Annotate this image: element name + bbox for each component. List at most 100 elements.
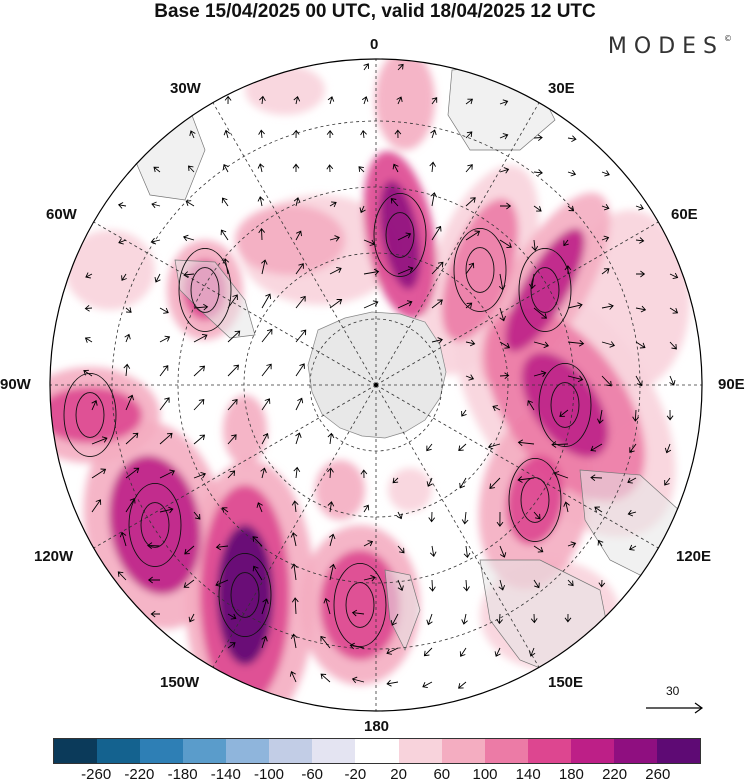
colorbar-tick-label: -20 <box>344 766 367 783</box>
lon-label-150e: 150E <box>548 674 584 691</box>
wind-arrow <box>183 579 195 588</box>
wind-arrow <box>496 511 504 527</box>
streamline <box>530 267 560 313</box>
wind-arrow <box>465 197 476 207</box>
wind-arrow <box>227 364 240 377</box>
wind-arrow <box>431 299 443 309</box>
colorbar-tick-label: -180 <box>167 766 198 783</box>
anomaly-region <box>375 59 435 150</box>
wind-arrow <box>261 398 271 411</box>
wind-arrow <box>458 443 467 451</box>
wind-arrow <box>465 339 476 347</box>
wind-arrow <box>465 262 475 275</box>
colorbar-tick-label: -220 <box>124 766 155 783</box>
wind-arrow <box>533 169 543 176</box>
wind-arrow <box>260 467 267 479</box>
wind-arrow <box>360 469 368 479</box>
colorbar-tick-label: -260 <box>81 766 112 783</box>
wind-arrow <box>118 238 127 245</box>
colorbar-swatch <box>570 739 614 763</box>
wind-arrow <box>635 237 645 244</box>
wind-arrow <box>329 201 337 208</box>
wind-arrow <box>351 609 365 617</box>
colorbar-swatch <box>527 739 571 763</box>
wind-arrow <box>567 339 585 347</box>
wind-arrow <box>215 543 229 551</box>
wind-arrow <box>261 635 268 649</box>
wind-arrow <box>636 270 646 278</box>
wind-arrow <box>597 539 604 547</box>
wind-arrow <box>499 545 507 558</box>
wind-arrow <box>635 204 644 211</box>
wind-arrow <box>261 598 269 615</box>
wind-arrow <box>463 545 471 559</box>
wind-arrow <box>293 95 301 105</box>
wind-arrow <box>567 541 577 548</box>
wind-arrow <box>359 205 366 214</box>
colorbar-swatch <box>613 739 657 763</box>
streamline <box>538 362 592 448</box>
streamline <box>520 477 550 523</box>
lon-label-90e: 90E <box>718 376 745 393</box>
wind-arrow <box>527 400 535 411</box>
wind-arrow <box>360 129 367 139</box>
wind-arrow <box>159 469 175 479</box>
wind-arrow <box>567 375 584 383</box>
wind-arrow <box>221 197 229 207</box>
wind-arrow <box>358 166 365 173</box>
wind-arrow <box>459 647 467 657</box>
wind-arrow <box>327 501 335 513</box>
wind-arrow <box>601 268 610 275</box>
meridian-line <box>375 102 540 386</box>
wind-arrow <box>533 307 547 319</box>
wind-arrow <box>428 511 436 523</box>
wind-arrow <box>329 299 343 309</box>
anomaly-region <box>505 228 585 352</box>
wind-arrow <box>327 96 335 105</box>
wind-arrow <box>664 443 672 454</box>
wind-arrow <box>669 307 679 314</box>
streamline <box>75 392 105 438</box>
streamline <box>190 267 220 313</box>
colorbar-tick-label: 100 <box>472 766 498 783</box>
wind-arrow <box>290 532 298 547</box>
wind-arrow <box>533 579 540 589</box>
wind-arrow <box>431 97 438 105</box>
lon-label-120e: 120E <box>676 548 712 565</box>
wind-arrow <box>290 633 298 649</box>
wind-arrow <box>494 647 501 657</box>
wind-arrow <box>596 409 604 424</box>
wind-arrow <box>431 337 443 344</box>
wind-arrow <box>529 647 536 657</box>
wind-arrow <box>193 471 207 479</box>
wind-arrow <box>261 363 272 377</box>
wind-arrow <box>159 365 169 377</box>
wind-arrow <box>159 335 171 343</box>
wind-arrow <box>295 397 304 411</box>
anomaly-region <box>521 352 609 458</box>
wind-arrow <box>361 96 369 105</box>
wind-arrow <box>84 337 93 343</box>
lon-label-120w: 120W <box>34 548 74 565</box>
wind-arrow <box>193 434 206 445</box>
wind-arrow <box>327 432 335 445</box>
streamline <box>230 572 260 618</box>
colorbar-swatch <box>398 739 442 763</box>
wind-arrow <box>533 370 547 377</box>
colorbar-tick-label: 220 <box>602 766 628 783</box>
wind-arrow <box>669 375 676 386</box>
wind-arrow <box>320 635 331 649</box>
wind-arrow <box>289 671 297 683</box>
lon-label-60e: 60E <box>671 206 698 223</box>
colorbar-swatch <box>97 739 141 763</box>
wind-arrow <box>601 341 616 348</box>
modes-logo: MODES© <box>608 34 732 59</box>
wind-arrow <box>430 192 438 207</box>
wind-arrow <box>567 135 577 143</box>
wind-arrow <box>363 504 370 513</box>
wind-scale-arrow <box>646 702 704 714</box>
wind-arrow <box>293 197 301 207</box>
meridian-line <box>375 384 540 668</box>
meridian-line <box>212 384 377 668</box>
wind-arrow <box>159 397 170 411</box>
